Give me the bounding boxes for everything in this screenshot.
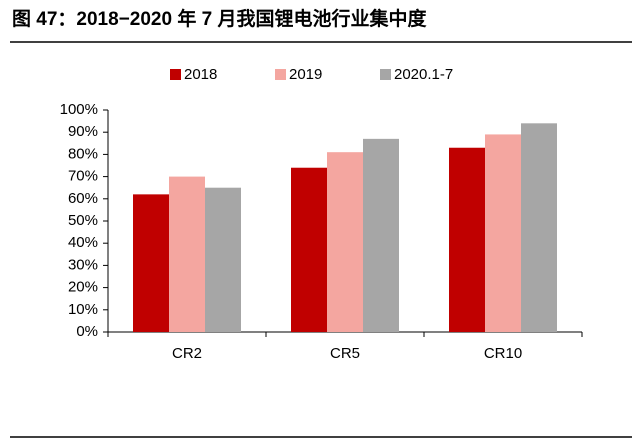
y-tick-label: 60% (68, 190, 98, 207)
bar (169, 176, 205, 332)
legend-swatch (275, 69, 286, 80)
x-tick-label: CR10 (484, 345, 522, 362)
legend-label: 2020.1-7 (394, 66, 453, 83)
y-tick-label: 30% (68, 256, 98, 273)
legend-label: 2018 (184, 66, 217, 83)
chart-title: 图 47：2018−2020 年 7 月我国锂电池行业集中度 (12, 7, 427, 30)
bar (327, 152, 363, 332)
y-tick-label: 90% (68, 123, 98, 140)
y-tick-label: 100% (60, 101, 98, 118)
bar (521, 123, 557, 332)
y-tick-label: 50% (68, 212, 98, 229)
y-tick-label: 20% (68, 279, 98, 296)
y-tick-label: 10% (68, 301, 98, 318)
legend-label: 2019 (289, 66, 322, 83)
y-tick-label: 40% (68, 234, 98, 251)
x-tick-label: CR2 (172, 345, 202, 362)
bar (485, 134, 521, 332)
bar (363, 138, 399, 332)
y-tick-label: 70% (68, 168, 98, 185)
bar (205, 187, 241, 332)
legend-swatch (170, 69, 181, 80)
bar (449, 147, 485, 332)
y-tick-label: 80% (68, 145, 98, 162)
y-tick-label: 0% (76, 323, 98, 340)
legend-swatch (380, 69, 391, 80)
bar (291, 167, 327, 332)
bar (133, 194, 169, 332)
x-tick-label: CR5 (330, 345, 360, 362)
